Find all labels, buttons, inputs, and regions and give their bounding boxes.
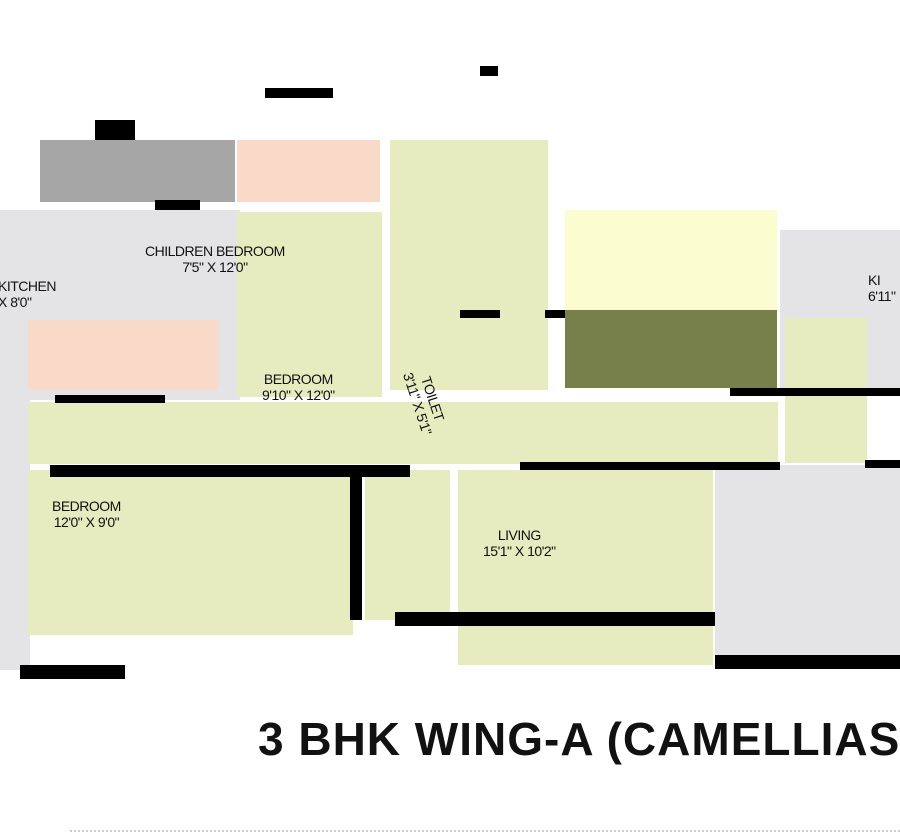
- wall: [460, 310, 500, 318]
- room-size: 15'1" X 10'2": [483, 543, 556, 559]
- wall: [520, 462, 780, 470]
- room-area-right-grey: [715, 465, 900, 665]
- wall: [865, 460, 900, 468]
- wall: [730, 388, 900, 396]
- wall: [715, 655, 900, 669]
- wall: [265, 88, 333, 98]
- room-name: BEDROOM: [52, 498, 121, 514]
- balcony-pink-top: [237, 140, 380, 202]
- room-area-children-bedroom: [237, 212, 382, 397]
- room-name: KI: [868, 272, 881, 288]
- room-area-toilet-column: [390, 140, 548, 390]
- room-area-middle: [365, 470, 450, 620]
- balcony-grey: [40, 140, 235, 202]
- room-size: 9'10" X 12'0": [262, 387, 335, 403]
- room-name: KITCHEN: [0, 278, 56, 294]
- wall: [395, 612, 715, 626]
- room-name: BEDROOM: [263, 371, 333, 387]
- wall: [95, 120, 135, 140]
- room-size: 6'11": [868, 288, 896, 304]
- room-size: X 8'0": [0, 294, 32, 310]
- room-label-living: LIVING 15'1" X 10'2": [483, 527, 556, 559]
- room-area-passage: [28, 402, 778, 464]
- wall: [350, 470, 362, 620]
- wall: [480, 66, 498, 76]
- room-name: LIVING: [497, 527, 541, 543]
- plan-title: 3 BHK WING-A (CAMELLIAS): [258, 713, 900, 765]
- wall: [20, 665, 125, 679]
- room-label-kitchen: KITCHEN X 8'0": [0, 278, 56, 310]
- wall: [55, 395, 165, 403]
- room-label-children-bedroom: CHILDREN BEDROOM 7'5" X 12'0": [145, 243, 285, 275]
- wall: [50, 465, 410, 477]
- divider: [70, 830, 900, 832]
- room-area-left-strip: [0, 400, 30, 670]
- balcony-pink-left: [28, 320, 218, 390]
- room-area-bedroom-left: [28, 470, 353, 635]
- room-label-bedroom-middle: BEDROOM 9'10" X 12'0": [262, 371, 335, 403]
- balcony-olive: [565, 310, 777, 388]
- room-label-right-kitchen: KI 6'11": [868, 272, 896, 304]
- room-size: 12'0" X 9'0": [53, 514, 120, 530]
- room-label-bedroom-left: BEDROOM 12'0" X 9'0": [52, 498, 121, 530]
- room-area-living: [458, 470, 713, 665]
- room-size: 7'5" X 12'0": [182, 259, 248, 275]
- wall: [545, 310, 565, 318]
- room-name: CHILDREN BEDROOM: [145, 243, 285, 259]
- wall: [155, 200, 200, 210]
- room-area-yellow: [565, 210, 777, 310]
